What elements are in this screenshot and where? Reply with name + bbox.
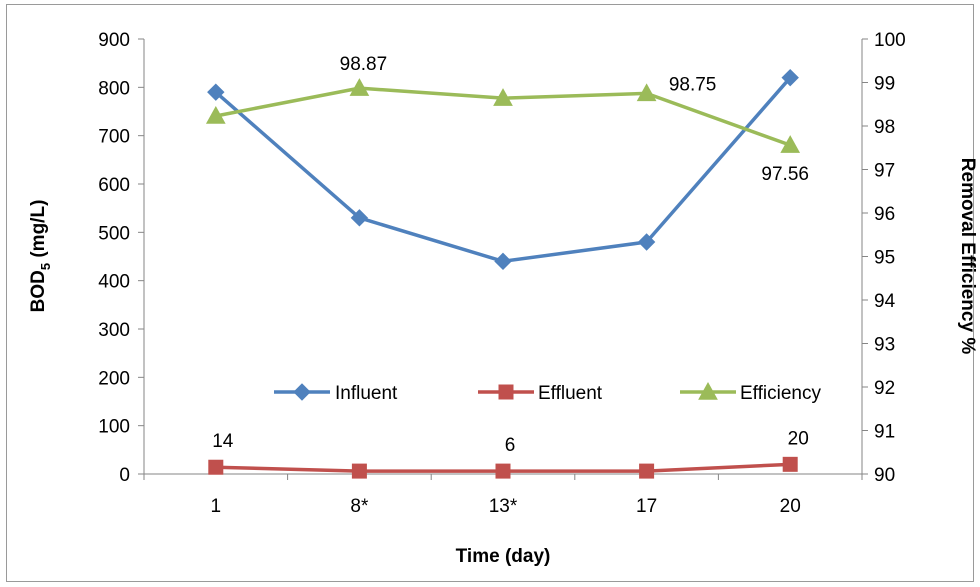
y-tick-label: 600 [98, 175, 130, 196]
y2-tick-label: 100 [874, 30, 906, 51]
y2-tick-label: 93 [874, 335, 895, 356]
effluent-data-label: 6 [505, 435, 516, 456]
effluent-data-label: 14 [212, 431, 234, 452]
y-tick-label: 0 [119, 465, 130, 486]
y2-axis-title: Removal Efficiency % [957, 158, 978, 355]
y2-tick-label: 96 [874, 204, 895, 225]
y2-tick-label: 99 [874, 74, 895, 95]
y2-tick-label: 95 [874, 248, 895, 269]
y2-tick-label: 91 [874, 422, 895, 443]
y-axis-title: BOD5 (mg/L) [28, 200, 53, 313]
y-tick-label: 200 [98, 368, 130, 389]
y-tick-label: 300 [98, 320, 130, 341]
legend-marker-effluent [499, 385, 513, 399]
y2-tick-label: 97 [874, 161, 895, 182]
x-axis-title: Time (day) [456, 546, 551, 567]
y-tick-label: 100 [98, 417, 130, 438]
y-axis-title-subscript: 5 [38, 263, 53, 270]
y-tick-label: 400 [98, 272, 130, 293]
effluent-point [783, 457, 797, 471]
legend: Influent Effluent Efficiency [274, 383, 821, 404]
legend-item-influent: Influent [274, 383, 398, 404]
x-tick-label: 8* [350, 496, 369, 517]
y-tick-label: 900 [98, 30, 130, 51]
influent-point [495, 253, 511, 269]
effluent-series [209, 457, 797, 478]
effluent-point [640, 464, 654, 478]
effluent-data-label: 20 [788, 428, 809, 449]
y-axis-title-unit: (mg/L) [28, 200, 49, 263]
x-tick-label: 13* [489, 496, 518, 517]
effluent-point [209, 460, 223, 474]
effluent-point [352, 464, 366, 478]
y-axis-title-main: BOD [28, 270, 49, 312]
efficiency-data-label: 98.87 [340, 54, 388, 75]
x-tick-label: 17 [636, 496, 657, 517]
x-tick-label: 1 [211, 496, 222, 517]
y-tick-label: 500 [98, 223, 130, 244]
y2-tick-label: 92 [874, 378, 895, 399]
y2-tick-label: 90 [874, 465, 895, 486]
legend-marker-influent [294, 384, 310, 400]
y-tick-label: 700 [98, 127, 130, 148]
y-tick-label: 800 [98, 78, 130, 99]
series-layer [207, 70, 799, 478]
y2-tick-label: 98 [874, 117, 895, 138]
effluent-point [496, 464, 510, 478]
legend-item-efficiency: Efficiency [680, 383, 821, 404]
x-tick-label: 20 [780, 496, 801, 517]
legend-label-influent: Influent [335, 383, 398, 404]
legend-label-effluent: Effluent [538, 383, 603, 404]
efficiency-data-label: 97.56 [761, 164, 809, 185]
legend-label-efficiency: Efficiency [740, 383, 821, 404]
efficiency-data-label: 98.75 [669, 74, 717, 95]
legend-item-effluent: Effluent [478, 383, 603, 404]
y2-tick-label: 94 [874, 291, 896, 312]
